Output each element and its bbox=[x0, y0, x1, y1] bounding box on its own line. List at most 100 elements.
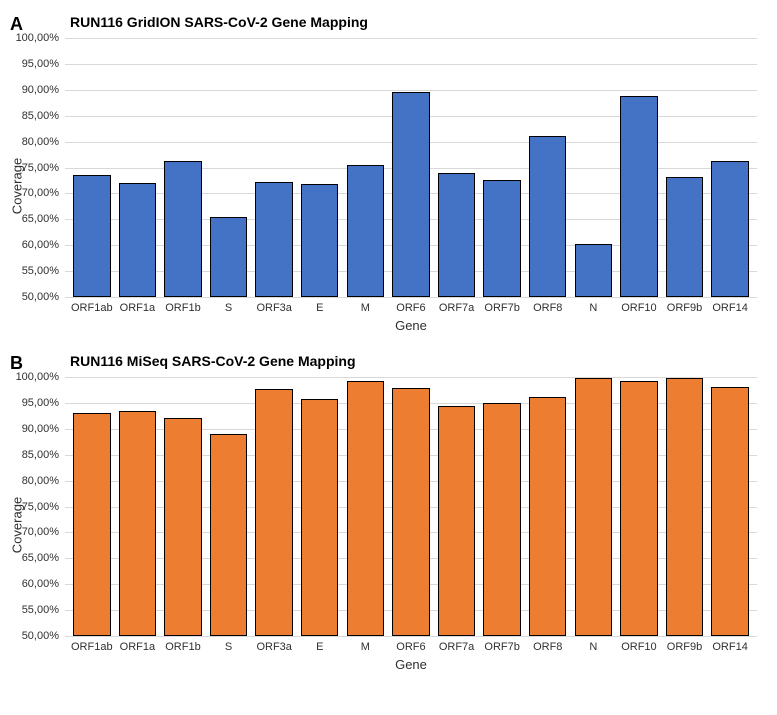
xtick-label: ORF3a bbox=[253, 302, 295, 314]
ytick-label: 100,00% bbox=[16, 32, 65, 44]
xlabel-b: Gene bbox=[65, 657, 757, 672]
bar bbox=[711, 387, 748, 636]
plot-area-b: 50,00%55,00%60,00%65,00%70,00%75,00%80,0… bbox=[65, 377, 757, 637]
ytick-label: 75,00% bbox=[22, 501, 65, 513]
xtick-label: ORF7a bbox=[436, 302, 478, 314]
xtick-label: ORF7b bbox=[481, 641, 523, 653]
ytick-label: 55,00% bbox=[22, 265, 65, 277]
xtick-label: ORF10 bbox=[618, 302, 660, 314]
ytick-label: 80,00% bbox=[22, 136, 65, 148]
ytick-label: 60,00% bbox=[22, 239, 65, 251]
xlabel-a: Gene bbox=[65, 318, 757, 333]
bar bbox=[438, 406, 475, 637]
xtick-label: ORF9b bbox=[664, 302, 706, 314]
bar bbox=[483, 403, 520, 636]
xtick-label: ORF6 bbox=[390, 302, 432, 314]
xtick-label: ORF1a bbox=[117, 302, 159, 314]
bar-slot bbox=[253, 38, 295, 297]
bar bbox=[347, 165, 384, 297]
bar-slot bbox=[299, 38, 341, 297]
chart-title-b: RUN116 MiSeq SARS-CoV-2 Gene Mapping bbox=[70, 353, 767, 369]
bar-slot bbox=[481, 377, 523, 636]
bar-slot bbox=[208, 38, 250, 297]
bar-slot bbox=[664, 377, 706, 636]
xtick-label: ORF1ab bbox=[71, 302, 113, 314]
bar-slot bbox=[481, 38, 523, 297]
xtick-label: ORF1ab bbox=[71, 641, 113, 653]
panel-b: B RUN116 MiSeq SARS-CoV-2 Gene Mapping C… bbox=[10, 353, 767, 672]
ytick-label: 90,00% bbox=[22, 423, 65, 435]
bar-slot bbox=[162, 377, 204, 636]
bar bbox=[392, 92, 429, 297]
bar bbox=[164, 161, 201, 297]
xtick-label: ORF14 bbox=[709, 641, 751, 653]
chart-title-a: RUN116 GridION SARS-CoV-2 Gene Mapping bbox=[70, 14, 767, 30]
gridline bbox=[65, 636, 757, 637]
bar bbox=[210, 217, 247, 297]
xtick-label: ORF8 bbox=[527, 641, 569, 653]
xtick-label: ORF10 bbox=[618, 641, 660, 653]
ytick-label: 85,00% bbox=[22, 449, 65, 461]
bar bbox=[711, 161, 748, 297]
xtick-label: ORF14 bbox=[709, 302, 751, 314]
xtick-label: M bbox=[345, 641, 387, 653]
bar-slot bbox=[709, 38, 751, 297]
bar bbox=[620, 381, 657, 636]
ytick-label: 50,00% bbox=[22, 291, 65, 303]
ytick-label: 70,00% bbox=[22, 187, 65, 199]
chart-b: Coverage 50,00%55,00%60,00%65,00%70,00%7… bbox=[65, 377, 757, 672]
bar bbox=[119, 183, 156, 297]
bar-slot bbox=[436, 377, 478, 636]
bar bbox=[73, 175, 110, 297]
bar bbox=[73, 413, 110, 636]
bar bbox=[666, 177, 703, 297]
bar-slot bbox=[345, 377, 387, 636]
xtick-label: ORF1a bbox=[117, 641, 159, 653]
xtick-label: ORF6 bbox=[390, 641, 432, 653]
xticks-a: ORF1abORF1aORF1bSORF3aEMORF6ORF7aORF7bOR… bbox=[65, 298, 757, 314]
gridline bbox=[65, 297, 757, 298]
xtick-label: N bbox=[573, 641, 615, 653]
bar bbox=[255, 389, 292, 636]
bar bbox=[392, 388, 429, 636]
bars-container-a bbox=[65, 38, 757, 297]
bar-slot bbox=[299, 377, 341, 636]
xticks-b: ORF1abORF1aORF1bSORF3aEMORF6ORF7aORF7bOR… bbox=[65, 637, 757, 653]
ytick-label: 95,00% bbox=[22, 397, 65, 409]
bar bbox=[164, 418, 201, 636]
bar-slot bbox=[71, 38, 113, 297]
bar-slot bbox=[573, 38, 615, 297]
ytick-label: 50,00% bbox=[22, 630, 65, 642]
bar bbox=[620, 96, 657, 297]
bar bbox=[210, 434, 247, 636]
ytick-label: 95,00% bbox=[22, 58, 65, 70]
xtick-label: M bbox=[345, 302, 387, 314]
ytick-label: 85,00% bbox=[22, 110, 65, 122]
bar-slot bbox=[253, 377, 295, 636]
bar-slot bbox=[709, 377, 751, 636]
ytick-label: 60,00% bbox=[22, 578, 65, 590]
bar-slot bbox=[390, 377, 432, 636]
bar-slot bbox=[618, 377, 660, 636]
xtick-label: N bbox=[573, 302, 615, 314]
panel-a: A RUN116 GridION SARS-CoV-2 Gene Mapping… bbox=[10, 14, 767, 333]
bar-slot bbox=[208, 377, 250, 636]
bar-slot bbox=[390, 38, 432, 297]
bar bbox=[483, 180, 520, 297]
bar-slot bbox=[71, 377, 113, 636]
xtick-label: E bbox=[299, 302, 341, 314]
plot-area-a: 50,00%55,00%60,00%65,00%70,00%75,00%80,0… bbox=[65, 38, 757, 298]
bar bbox=[529, 397, 566, 636]
xtick-label: E bbox=[299, 641, 341, 653]
xtick-label: ORF3a bbox=[253, 641, 295, 653]
xtick-label: S bbox=[208, 302, 250, 314]
bars-container-b bbox=[65, 377, 757, 636]
bar-slot bbox=[664, 38, 706, 297]
xtick-label: ORF7b bbox=[481, 302, 523, 314]
bar-slot bbox=[162, 38, 204, 297]
xtick-label: ORF9b bbox=[664, 641, 706, 653]
xtick-label: ORF8 bbox=[527, 302, 569, 314]
ytick-label: 90,00% bbox=[22, 84, 65, 96]
bar-slot bbox=[436, 38, 478, 297]
ytick-label: 75,00% bbox=[22, 162, 65, 174]
